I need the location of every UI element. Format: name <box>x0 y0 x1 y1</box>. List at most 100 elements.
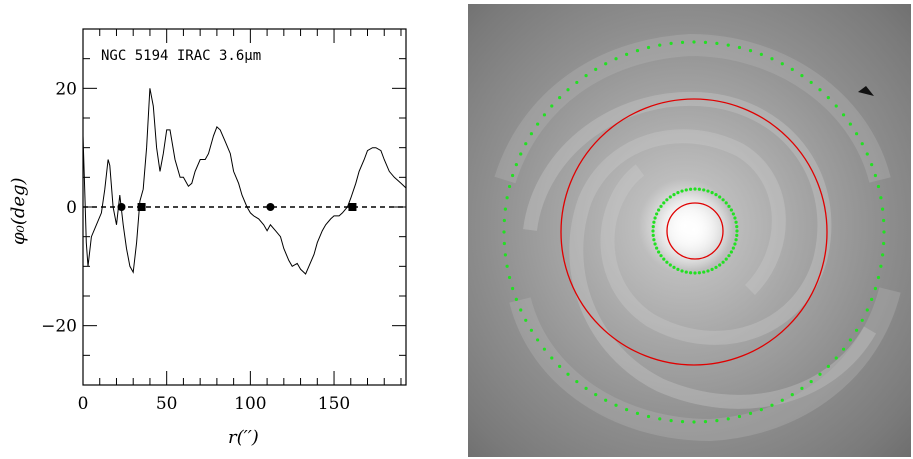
green-dot <box>706 269 710 273</box>
green-dot <box>770 57 774 61</box>
x-tick-label: 100 <box>234 394 266 414</box>
green-dot <box>882 218 886 223</box>
green-dot <box>809 80 813 85</box>
green-dot <box>780 62 784 66</box>
green-dot <box>714 265 718 269</box>
green-dot <box>625 408 629 412</box>
green-dot <box>635 49 640 53</box>
x-axis-label: r(′′) <box>228 427 259 448</box>
green-dot <box>748 49 753 53</box>
crossing-markers <box>117 203 357 211</box>
green-dot <box>653 216 657 220</box>
green-dot <box>800 386 804 390</box>
phi0-profile-line <box>82 88 407 275</box>
green-dot <box>693 271 697 275</box>
green-dot <box>826 96 830 100</box>
green-dot <box>848 122 852 126</box>
y-axis-label: φ₀(deg) <box>8 177 29 245</box>
green-dot <box>652 220 656 224</box>
green-dot <box>873 286 877 291</box>
green-dot <box>706 189 710 193</box>
green-dot <box>841 113 846 117</box>
green-dot <box>529 132 534 136</box>
green-dot <box>505 264 509 268</box>
y-tick-labels: −20 0 20 <box>41 79 77 336</box>
green-dot <box>721 198 725 202</box>
green-dot <box>655 246 659 250</box>
green-dot <box>669 419 673 423</box>
green-dot <box>519 152 523 156</box>
green-dot <box>514 163 518 167</box>
green-dot <box>614 57 618 61</box>
plot-annotation: NGC 5194 IRAC 3.6μm <box>101 48 261 64</box>
green-dot <box>655 212 659 216</box>
green-dot <box>651 225 655 229</box>
green-dot <box>657 208 661 212</box>
green-dot <box>672 193 676 197</box>
green-dot <box>860 142 864 146</box>
outer-red-circle <box>560 98 828 366</box>
green-dot <box>879 196 883 200</box>
green-dot <box>680 269 684 273</box>
green-dot <box>646 45 651 50</box>
green-dot <box>790 67 794 72</box>
green-dot <box>575 379 579 384</box>
green-dot <box>662 201 666 205</box>
green-dot <box>625 52 629 56</box>
galaxy-core <box>654 190 734 270</box>
x-tick-label: 50 <box>156 394 178 414</box>
green-dot <box>635 411 640 415</box>
green-dot <box>672 265 676 269</box>
green-dot <box>689 187 693 191</box>
green-dot <box>733 242 737 246</box>
green-dot <box>876 184 881 189</box>
green-dot <box>733 216 737 220</box>
green-dot <box>879 264 883 268</box>
green-dot <box>697 271 701 275</box>
green-dot <box>558 364 562 368</box>
green-dot <box>780 398 784 402</box>
profile-plot: 0 50 100 150 −20 0 20 NGC 5194 IRAC 3.6μm r(′… <box>8 28 407 448</box>
green-dot <box>519 308 523 312</box>
green-dot <box>735 233 739 237</box>
green-dot <box>514 297 518 301</box>
green-dot <box>653 242 657 246</box>
square-marker <box>137 203 146 211</box>
green-dot <box>841 347 846 351</box>
green-dot <box>693 187 697 191</box>
green-dot <box>714 193 718 197</box>
green-dot <box>503 207 507 211</box>
green-dot <box>718 263 722 267</box>
green-dot <box>566 88 570 92</box>
green-dot <box>731 246 735 250</box>
green-dot <box>860 318 864 322</box>
green-dot <box>604 398 608 402</box>
green-dot <box>684 188 688 192</box>
spiral-arms <box>523 91 877 409</box>
outer-green-dotted-circle <box>502 40 886 424</box>
green-dot <box>873 173 877 178</box>
green-dot <box>665 198 669 202</box>
green-dot <box>542 347 547 351</box>
green-dot <box>575 80 579 85</box>
green-dot <box>689 271 693 275</box>
green-dot <box>715 419 719 423</box>
green-dot <box>735 229 739 233</box>
circle-marker <box>117 203 126 211</box>
green-dot <box>735 225 739 229</box>
green-dot <box>734 220 738 224</box>
green-dot <box>662 257 666 261</box>
green-dot <box>702 270 706 274</box>
inner-green-dotted-circle <box>651 187 739 275</box>
green-dot <box>715 41 719 45</box>
square-marker <box>348 203 357 211</box>
green-dot <box>729 250 733 254</box>
green-dot <box>529 328 534 332</box>
x-tick-labels: 0 50 100 150 <box>78 394 351 414</box>
green-dot <box>737 414 742 419</box>
green-dot <box>726 43 730 47</box>
green-dot <box>734 238 738 242</box>
green-dot <box>726 417 730 421</box>
green-dot <box>676 191 680 195</box>
